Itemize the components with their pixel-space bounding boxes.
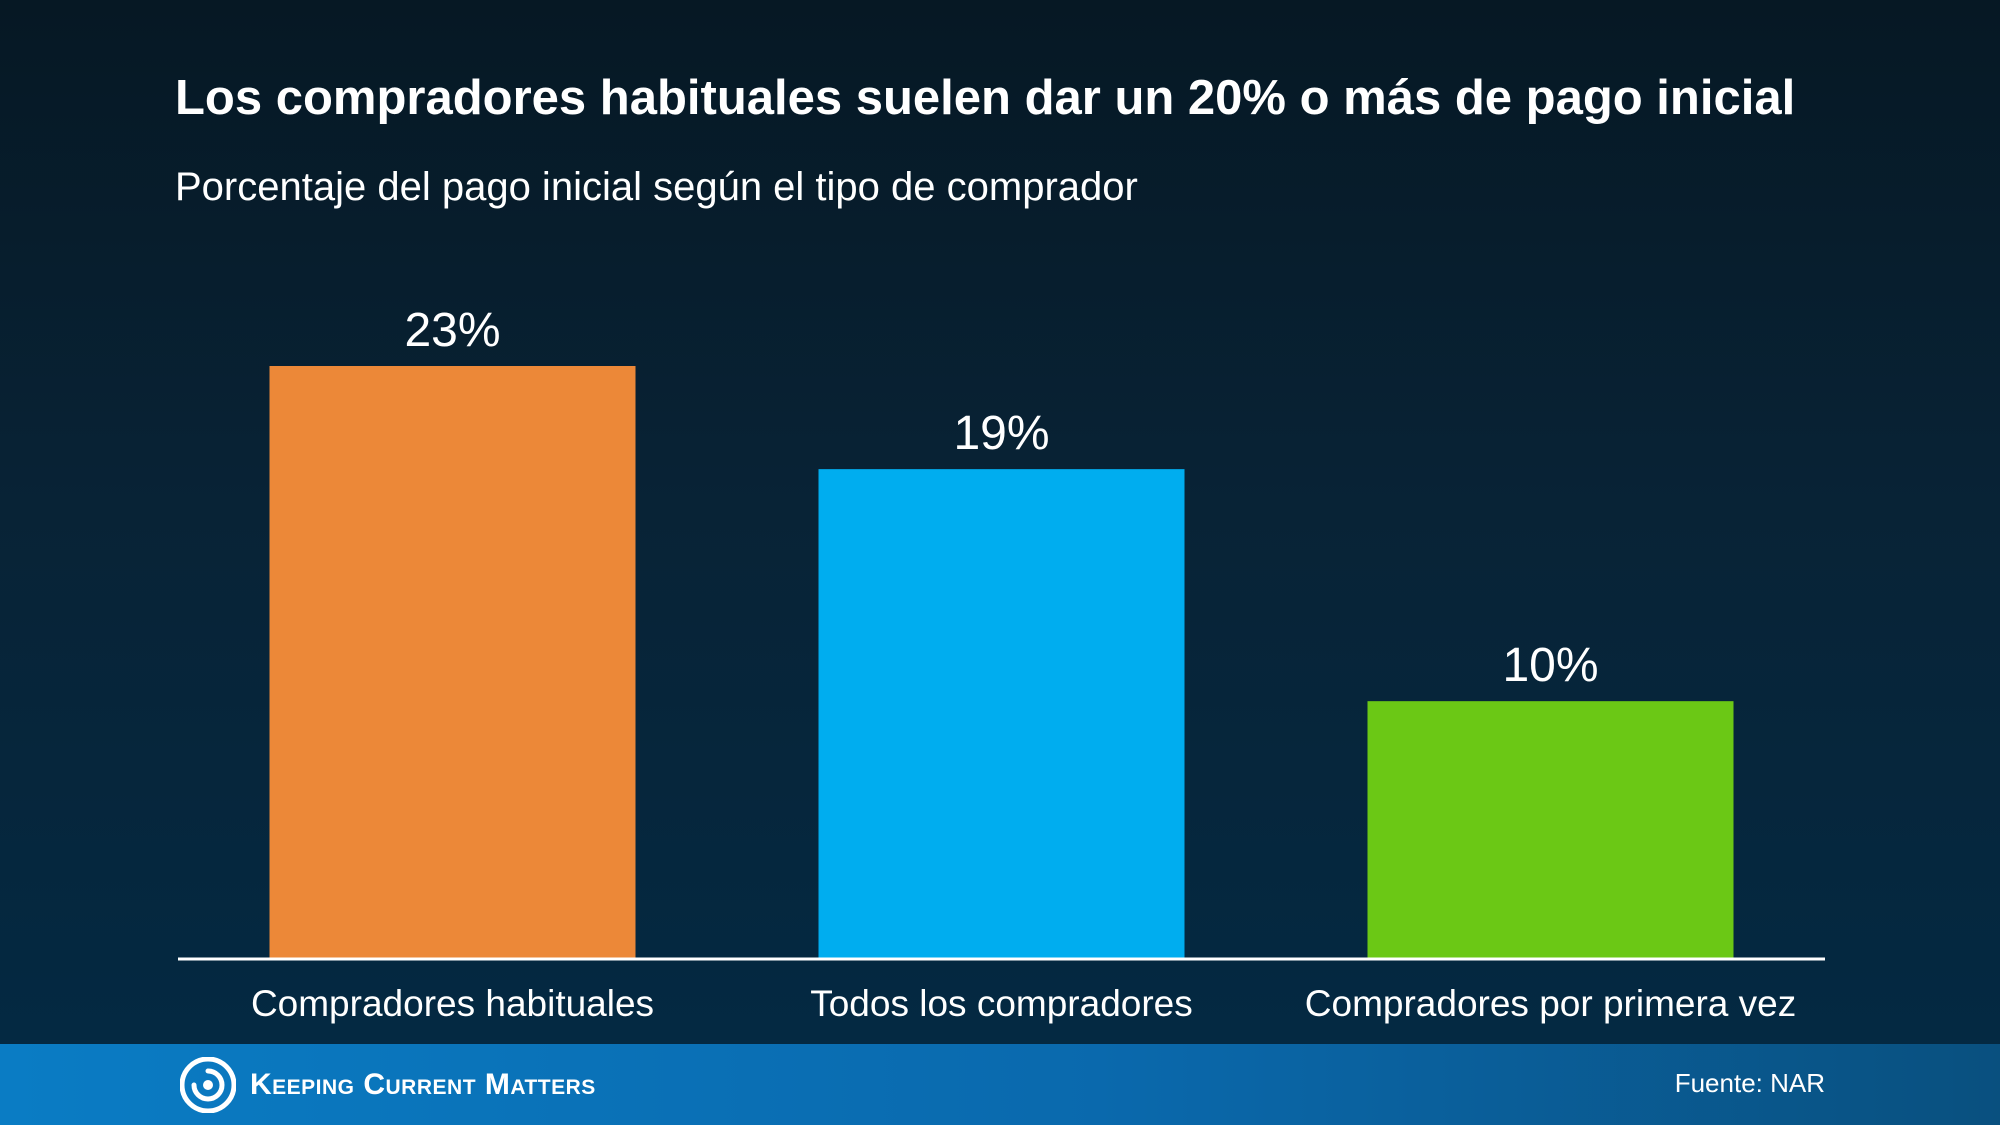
swirl-logo-icon — [180, 1057, 236, 1113]
category-label-3: Compradores por primera vez — [1305, 983, 1796, 1024]
bar-value-label-1: 23% — [404, 304, 500, 357]
brand-name: Keeping Current Matters — [250, 1068, 596, 1101]
source-label: Fuente: NAR — [1674, 1068, 1825, 1098]
brand-logo[interactable]: Keeping Current Matters — [180, 1056, 596, 1114]
bar-value-label-2: 19% — [953, 407, 1049, 460]
bar-value-label-3: 10% — [1502, 639, 1598, 692]
bar-1 — [269, 366, 636, 959]
bar-2 — [818, 469, 1185, 959]
bar-3 — [1367, 701, 1734, 959]
bar-chart: 23% Compradores habituales 19% Todos los co… — [251, 304, 1796, 1024]
footer-bar: Keeping Current Matters Fuente: NAR — [0, 1044, 2000, 1125]
category-label-1: Compradores habituales — [251, 983, 654, 1024]
chart-title: Los compradores habituales suelen dar un… — [175, 71, 1796, 125]
category-label-2: Todos los compradores — [810, 983, 1193, 1024]
chart-subtitle: Porcentaje del pago inicial según el tip… — [175, 165, 1138, 209]
